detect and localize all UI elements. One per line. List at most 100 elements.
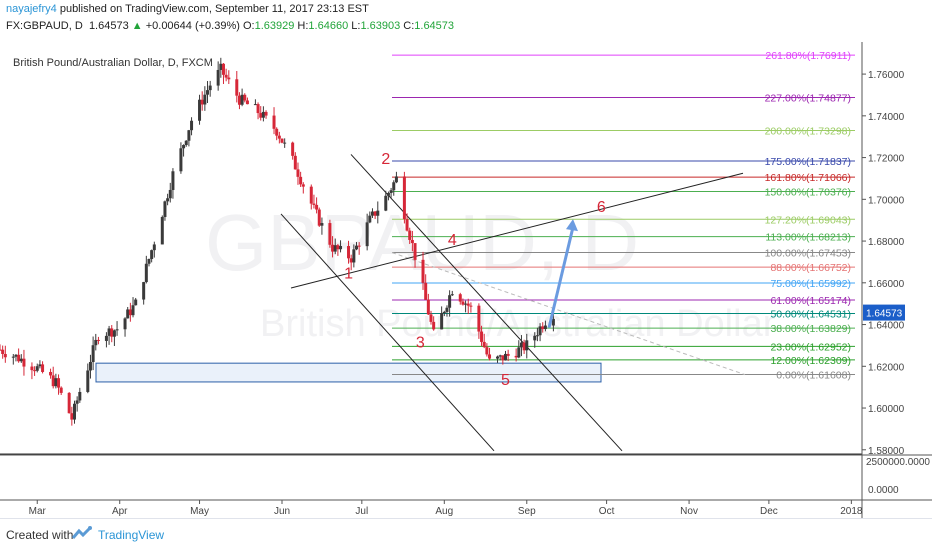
- candle-body: [501, 355, 505, 361]
- watermark-name: British Pound/Australian Dollar: [260, 303, 776, 345]
- high-value: 1.64660: [308, 20, 349, 32]
- candle-body: [410, 239, 414, 244]
- candles: [0, 57, 555, 426]
- current-price-tag: [863, 304, 905, 321]
- candle-body: [126, 309, 130, 319]
- candle-body: [283, 142, 287, 144]
- candle-body: [3, 353, 7, 358]
- candle-body: [331, 244, 335, 252]
- wave-label: 2: [381, 151, 390, 168]
- candle-body: [522, 342, 526, 351]
- candle-body: [370, 211, 374, 216]
- candle-body: [506, 353, 510, 356]
- candle-body: [166, 198, 170, 202]
- candle-body: [488, 354, 492, 359]
- current-price-label: 1.64573: [866, 309, 903, 320]
- candle-body: [405, 219, 409, 231]
- candle-body: [41, 364, 45, 372]
- candle-body: [347, 246, 351, 259]
- candle-body: [253, 104, 257, 106]
- publish-info: nayajefry4 published on TradingView.com,…: [6, 3, 369, 15]
- candle-body: [190, 120, 194, 131]
- wave-label: 4: [448, 232, 457, 249]
- symbol-label: FX:GBPAUD, D: [6, 20, 83, 32]
- candle-body: [35, 366, 39, 371]
- candle-body: [51, 375, 55, 387]
- candle-body: [227, 77, 231, 80]
- candle-body: [110, 328, 114, 337]
- candle-body: [70, 413, 74, 420]
- candle-body: [394, 176, 398, 183]
- fib-level-label: 161.80%(1.71066): [765, 172, 851, 184]
- candle-body: [198, 99, 202, 121]
- fib-level-label: 200.00%(1.73298): [765, 125, 851, 137]
- low-label: L:: [351, 20, 361, 32]
- candle-body: [49, 371, 53, 376]
- candle-body: [17, 354, 21, 362]
- fib-level-label: 150.00%(1.70376): [765, 186, 851, 198]
- wave-label: 5: [501, 372, 510, 389]
- low-value: 1.63903: [360, 20, 401, 32]
- candle-body: [216, 69, 220, 86]
- fib-level-label: 61.00%(1.65174): [770, 295, 851, 307]
- price-tick-label: 1.68000: [868, 237, 905, 248]
- fib-level-label: 261.80%(1.76911): [765, 50, 851, 62]
- candle-body: [365, 222, 369, 247]
- candle-body: [333, 245, 337, 252]
- created-with-text: Created with: [6, 528, 74, 542]
- author-link[interactable]: nayajefry4: [6, 3, 57, 15]
- time-tick-label: Oct: [599, 506, 615, 517]
- candle-body: [408, 230, 412, 240]
- tradingview-brand-link[interactable]: TradingView: [98, 528, 165, 542]
- candle-body: [426, 299, 430, 315]
- candle-body: [224, 74, 228, 78]
- time-tick-label: Sep: [518, 506, 536, 517]
- candle-body: [376, 210, 380, 216]
- candle-body: [517, 347, 521, 358]
- price-tick-label: 1.72000: [868, 154, 905, 165]
- price-tick-label: 1.64000: [868, 321, 905, 332]
- close-value: 1.64573: [414, 20, 455, 32]
- candle-body: [392, 182, 396, 191]
- candle-body: [14, 354, 18, 357]
- candle-body: [349, 258, 353, 263]
- time-tick-label: Apr: [112, 506, 128, 517]
- change-value: +0.00644 (+0.39%): [145, 20, 240, 32]
- candle-body: [75, 400, 79, 404]
- candle-body: [514, 355, 518, 358]
- candle-body: [432, 321, 436, 330]
- candle-body: [33, 370, 37, 372]
- candle-body: [440, 313, 444, 330]
- symbol-quote-line: FX:GBPAUD, D 1.64573 ▲ +0.00644 (+0.39%)…: [6, 20, 454, 32]
- tradingview-logo-icon[interactable]: [71, 525, 93, 543]
- candle-body: [134, 299, 138, 306]
- candle-body: [525, 340, 529, 351]
- price-tick-label: 1.60000: [868, 404, 905, 415]
- candle-body: [150, 250, 154, 260]
- candle-body: [299, 176, 303, 185]
- fib-level-label: 12.00%(1.62309): [770, 355, 851, 367]
- candle-body: [96, 339, 100, 341]
- candle-body: [519, 342, 523, 348]
- axes: 1.58000 1.60000 1.62000 1.64000 1.66000 1.680…: [0, 42, 932, 518]
- candle-body: [179, 148, 183, 172]
- candle-body: [1, 349, 5, 354]
- candle-body: [221, 63, 225, 75]
- candle-body: [458, 294, 462, 302]
- fib-level-label: 50.00%(1.64531): [770, 308, 851, 320]
- price-tick-label: 1.76000: [868, 70, 905, 81]
- candle-body: [352, 249, 356, 263]
- candle-body: [240, 94, 244, 105]
- candle-body: [203, 94, 207, 105]
- lower-channel-line: [280, 213, 495, 452]
- price-tick-label: 1.70000: [868, 195, 905, 206]
- candle-body: [368, 215, 372, 223]
- fib-level-label: 113.00%(1.68213): [765, 232, 851, 244]
- candle-body: [272, 115, 276, 129]
- price-tick-label: 1.74000: [868, 112, 905, 123]
- candle-body: [448, 295, 452, 308]
- candle-body: [78, 391, 82, 401]
- time-tick-label: Jul: [355, 506, 368, 517]
- time-tick-label: 2018: [840, 506, 863, 517]
